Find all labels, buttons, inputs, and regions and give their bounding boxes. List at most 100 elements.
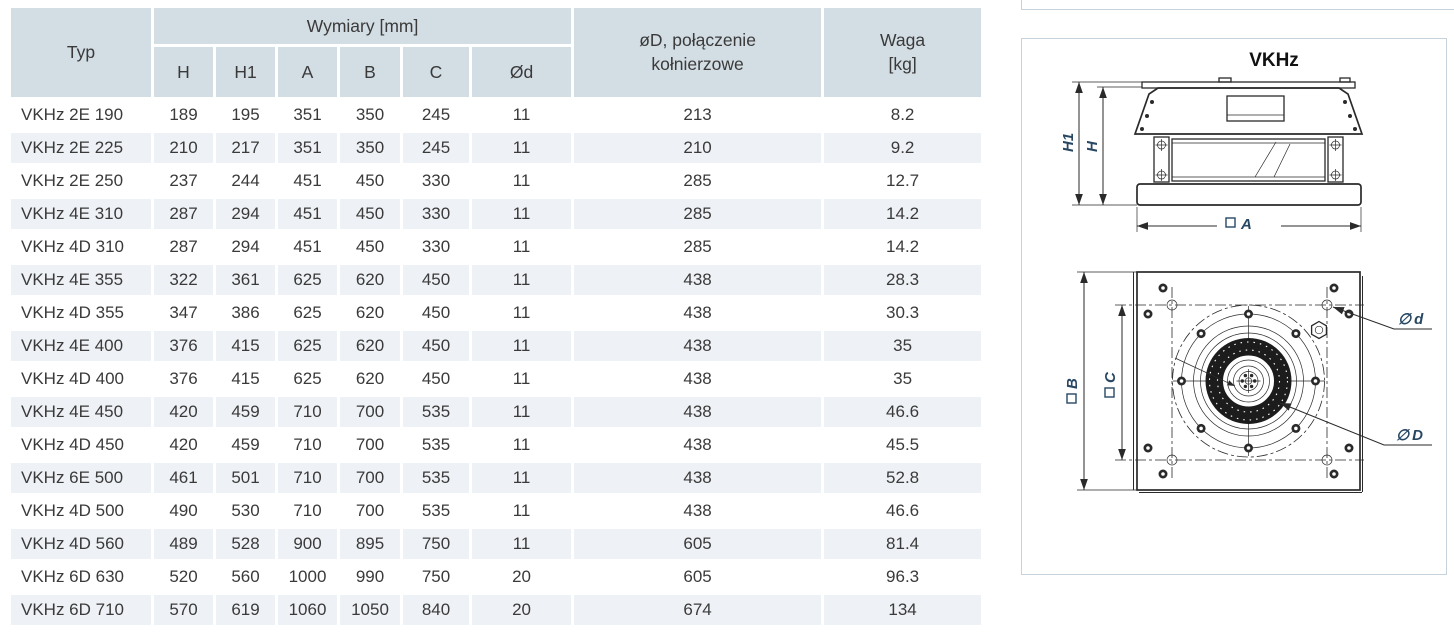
cell-value: 285 — [574, 232, 822, 262]
cell-typ: VKHz 4E 450 — [11, 397, 151, 427]
svg-text:∅d: ∅ d — [1398, 311, 1424, 328]
cell-value: 700 — [340, 430, 400, 460]
header-dim-c: C — [403, 47, 469, 97]
dimension-phi-d: ∅ d — [1332, 306, 1432, 330]
cell-value: 11 — [472, 496, 572, 526]
cell-value: 1060 — [278, 595, 337, 625]
cell-value: 294 — [216, 232, 275, 262]
mounting-plate — [1133, 271, 1363, 493]
cell-value: 560 — [216, 562, 275, 592]
cell-value: 438 — [574, 265, 822, 295]
cell-value: 11 — [472, 265, 572, 295]
cell-value: 350 — [340, 133, 400, 163]
cell-value: 459 — [216, 397, 275, 427]
hole-pattern — [1115, 287, 1364, 478]
drawing-panel: VKHz H1 H — [1021, 38, 1447, 575]
cell-value: 11 — [472, 100, 572, 130]
cell-value: 620 — [340, 265, 400, 295]
cell-value: 245 — [403, 100, 469, 130]
header-waga-line2: [kg] — [888, 53, 917, 74]
cell-value: 461 — [154, 463, 213, 493]
cell-value: 489 — [154, 529, 213, 559]
svg-text:∅D: ∅ D — [1396, 427, 1423, 444]
cell-typ: VKHz 2E 190 — [11, 100, 151, 130]
cell-value: 14.2 — [824, 199, 982, 229]
cell-value: 244 — [216, 166, 275, 196]
cell-value: 20 — [472, 562, 572, 592]
cell-value: 330 — [403, 166, 469, 196]
cell-value: 285 — [574, 199, 822, 229]
cell-value: 11 — [472, 397, 572, 427]
header-wymiary: Wymiary [mm] — [154, 8, 572, 44]
header-dim-od: Ød — [472, 47, 572, 97]
cell-value: 11 — [472, 298, 572, 328]
dimension-h: H — [1084, 87, 1107, 205]
table-row: VKHz 4E 450 420 459 710 700 535 11 438 46.6 — [11, 397, 982, 427]
dimension-b: B — [1064, 271, 1137, 491]
cell-typ: VKHz 4E 310 — [11, 199, 151, 229]
table-row: VKHz 4D 400 376 415 625 620 450 11 438 35 — [11, 364, 982, 394]
table-body: VKHz 2E 190 189 195 351 350 245 11 213 8.2 VKHz 2… — [11, 100, 982, 625]
cell-value: 11 — [472, 199, 572, 229]
svg-text:B: B — [1064, 378, 1081, 389]
header-waga-line1: Waga — [880, 29, 926, 50]
cell-value: 530 — [216, 496, 275, 526]
cell-value: 620 — [340, 364, 400, 394]
cell-value: 287 — [154, 232, 213, 262]
dimension-a: A — [1136, 207, 1362, 234]
cell-value: 14.2 — [824, 232, 982, 262]
cell-value: 217 — [216, 133, 275, 163]
cell-value: 11 — [472, 364, 572, 394]
cell-value: 350 — [340, 100, 400, 130]
cell-value: 210 — [154, 133, 213, 163]
cell-value: 330 — [403, 199, 469, 229]
table-row: VKHz 4E 400 376 415 625 620 450 11 438 35 — [11, 331, 982, 361]
cell-value: 415 — [216, 364, 275, 394]
cell-value: 134 — [824, 595, 982, 625]
cell-value: 438 — [574, 463, 822, 493]
cell-value: 351 — [278, 100, 337, 130]
cell-value: 8.2 — [824, 100, 982, 130]
cell-value: 11 — [472, 529, 572, 559]
cell-value: 535 — [403, 397, 469, 427]
table-row: VKHz 6D 710 570 619 1060 1050 840 20 674 134 — [11, 595, 982, 625]
fan-guard-mesh — [1153, 136, 1344, 183]
cell-value: 700 — [340, 397, 400, 427]
header-flange-line1: øD, połączenie — [639, 29, 756, 50]
cell-value: 674 — [574, 595, 822, 625]
svg-text:C: C — [1102, 371, 1119, 383]
cell-value: 11 — [472, 166, 572, 196]
cell-value: 620 — [340, 331, 400, 361]
cell-value: 625 — [278, 331, 337, 361]
cell-value: 52.8 — [824, 463, 982, 493]
cell-typ: VKHz 6E 500 — [11, 463, 151, 493]
cell-value: 710 — [278, 430, 337, 460]
cell-value: 605 — [574, 529, 822, 559]
cell-value: 287 — [154, 199, 213, 229]
cell-value: 195 — [216, 100, 275, 130]
cell-value: 213 — [574, 100, 822, 130]
cell-value: 450 — [340, 199, 400, 229]
dimension-h1: H1 — [1060, 82, 1083, 205]
cell-typ: VKHz 4D 355 — [11, 298, 151, 328]
cell-typ: VKHz 6D 630 — [11, 562, 151, 592]
cell-value: 710 — [278, 463, 337, 493]
table-row: VKHz 6E 500 461 501 710 700 535 11 438 52.8 — [11, 463, 982, 493]
dimensions-table: Typ Wymiary [mm] øD, połączenie kołnierz… — [8, 5, 984, 628]
header-dim-a: A — [278, 47, 337, 97]
cell-value: 700 — [340, 496, 400, 526]
cell-typ: VKHz 4D 500 — [11, 496, 151, 526]
cell-value: 35 — [824, 331, 982, 361]
svg-text:A: A — [1240, 216, 1252, 233]
cell-value: 386 — [216, 298, 275, 328]
cell-value: 450 — [403, 298, 469, 328]
table-row: VKHz 2E 190 189 195 351 350 245 11 213 8.2 — [11, 100, 982, 130]
cell-value: 520 — [154, 562, 213, 592]
cell-value: 1050 — [340, 595, 400, 625]
svg-text:H: H — [1084, 140, 1101, 152]
cell-value: 710 — [278, 397, 337, 427]
cell-typ: VKHz 4E 400 — [11, 331, 151, 361]
cell-value: 501 — [216, 463, 275, 493]
cell-value: 895 — [340, 529, 400, 559]
cell-value: 415 — [216, 331, 275, 361]
